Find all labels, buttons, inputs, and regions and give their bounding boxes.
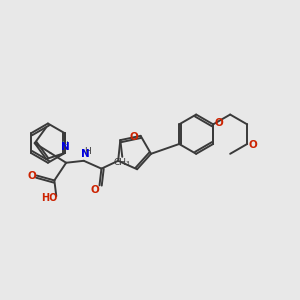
Text: O: O <box>215 118 224 128</box>
Text: H: H <box>84 147 91 156</box>
Text: H: H <box>61 140 68 149</box>
Text: HO: HO <box>41 193 58 203</box>
Text: O: O <box>249 140 257 150</box>
Text: O: O <box>90 185 99 195</box>
Text: N: N <box>61 142 69 152</box>
Text: O: O <box>129 132 138 142</box>
Text: N: N <box>81 149 90 159</box>
Text: CH₃: CH₃ <box>114 158 130 167</box>
Text: O: O <box>27 170 36 181</box>
